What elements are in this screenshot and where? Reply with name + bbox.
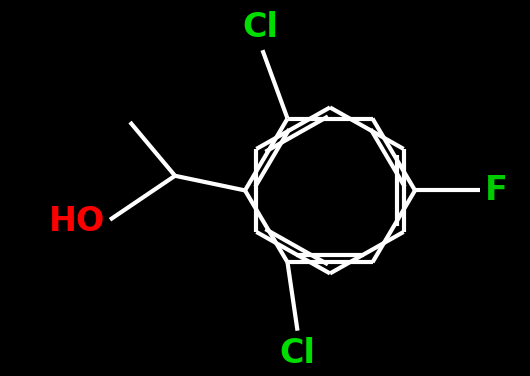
Text: Cl: Cl xyxy=(243,11,278,44)
Text: Cl: Cl xyxy=(279,337,315,370)
Text: F: F xyxy=(485,174,508,207)
Text: HO: HO xyxy=(49,205,105,238)
